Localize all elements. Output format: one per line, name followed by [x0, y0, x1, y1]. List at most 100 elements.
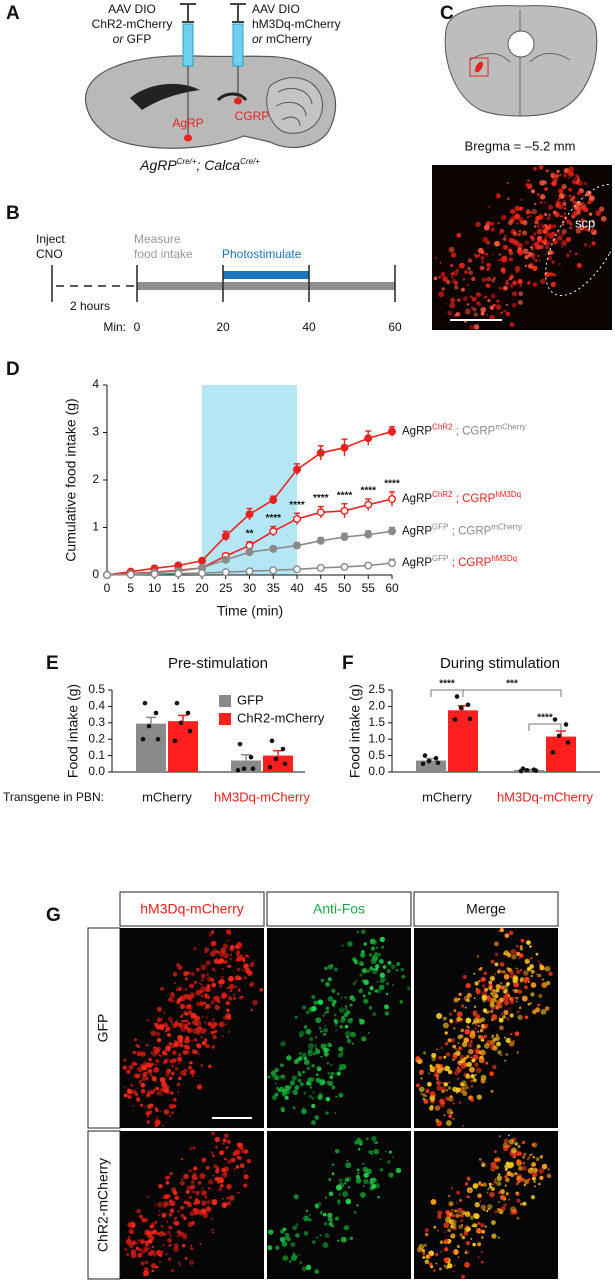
cell	[515, 996, 519, 1000]
cell	[210, 1131, 216, 1136]
cell	[424, 1228, 429, 1233]
cell	[233, 993, 235, 996]
cell	[435, 1080, 442, 1086]
column-label: hM3Dq-mCherry	[140, 901, 243, 917]
cell	[362, 998, 369, 1004]
cell	[461, 1041, 468, 1048]
cell	[488, 205, 491, 208]
cell	[527, 1002, 531, 1006]
cell	[504, 234, 507, 237]
cell	[305, 1264, 312, 1271]
cell	[305, 1209, 309, 1213]
cell	[425, 1254, 430, 1259]
cell	[320, 978, 324, 983]
cell	[162, 1050, 167, 1056]
cell	[303, 1025, 308, 1029]
cell	[503, 973, 510, 980]
inject-label: CNO	[36, 247, 63, 261]
cell	[200, 983, 203, 986]
cell	[149, 1230, 154, 1236]
cell	[361, 1036, 367, 1042]
cell	[517, 216, 524, 222]
significance: ****	[265, 513, 281, 524]
cell	[274, 1082, 278, 1085]
cell	[535, 1157, 540, 1162]
cell	[153, 1046, 157, 1049]
cell	[537, 960, 540, 963]
cell	[495, 193, 501, 199]
cell	[576, 262, 582, 269]
cell	[343, 1182, 347, 1185]
cell	[238, 996, 242, 1000]
cell	[515, 967, 518, 970]
cell	[552, 224, 557, 229]
cell	[544, 213, 548, 217]
legend-swatch	[219, 695, 231, 707]
cell	[212, 949, 218, 954]
cell	[480, 1023, 486, 1029]
cell	[480, 1251, 483, 1254]
cell	[544, 236, 548, 240]
cell	[600, 215, 607, 222]
cell	[319, 1234, 322, 1237]
cell	[514, 1142, 518, 1146]
cell	[512, 280, 518, 286]
cell	[126, 1252, 130, 1257]
cell	[502, 1142, 509, 1148]
cell	[299, 1261, 303, 1264]
cell	[241, 968, 245, 972]
cell	[536, 228, 543, 235]
cell	[538, 994, 543, 999]
individual-point	[172, 738, 178, 744]
cell	[203, 1027, 208, 1032]
cell	[529, 956, 533, 960]
cell	[435, 1262, 438, 1265]
cell	[156, 1115, 159, 1118]
cell	[155, 1024, 162, 1030]
cell	[213, 983, 216, 985]
cell	[464, 1262, 470, 1268]
cell	[503, 990, 507, 994]
cell	[588, 195, 595, 202]
cell	[303, 1215, 309, 1222]
cell	[183, 1200, 188, 1205]
cell	[500, 287, 503, 290]
cell	[156, 1017, 161, 1022]
cell	[451, 280, 454, 283]
cell	[237, 955, 243, 962]
cell	[163, 1087, 169, 1094]
cell	[512, 210, 516, 214]
cell	[149, 1073, 153, 1077]
cell	[288, 1260, 292, 1263]
cell	[207, 996, 210, 999]
cell	[358, 960, 364, 966]
cell	[517, 1166, 523, 1171]
cell	[531, 1161, 537, 1167]
cell	[195, 1030, 201, 1035]
cell	[208, 1064, 212, 1069]
cell	[359, 973, 363, 977]
cell	[187, 1202, 193, 1208]
cell	[176, 1082, 181, 1087]
cell	[345, 1010, 351, 1015]
cell	[490, 959, 495, 964]
cell	[520, 252, 523, 255]
cell	[201, 1157, 207, 1163]
cell	[520, 281, 523, 283]
cell	[490, 293, 496, 299]
cell	[183, 1173, 189, 1180]
cell	[455, 1048, 458, 1051]
cell	[440, 272, 446, 277]
cell	[141, 1217, 147, 1223]
cell	[517, 989, 522, 994]
cell	[147, 1251, 153, 1257]
cell	[450, 1233, 454, 1237]
tick-label: 0	[134, 320, 141, 334]
cell	[428, 1072, 431, 1075]
cell	[508, 257, 514, 262]
cell	[179, 1180, 185, 1186]
cell	[489, 1002, 495, 1008]
cell	[503, 1203, 508, 1207]
cell	[508, 1040, 515, 1047]
cell	[333, 1019, 339, 1025]
